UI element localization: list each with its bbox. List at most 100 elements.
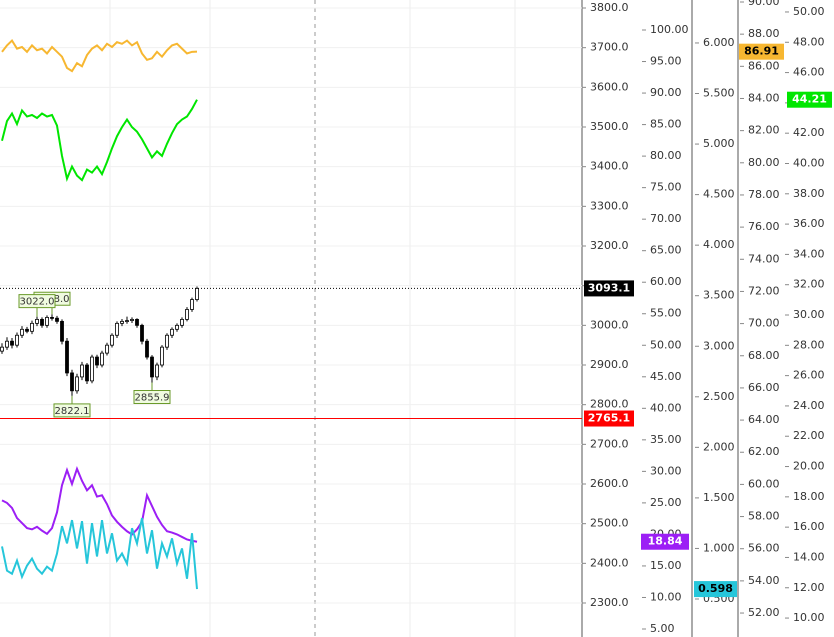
candle-body xyxy=(195,288,199,300)
y-tick-label: 24.00 xyxy=(793,399,825,412)
candle-body xyxy=(180,318,184,326)
price-tag xyxy=(787,91,832,108)
series-line xyxy=(1,99,198,182)
price-tag-label: 18.84 xyxy=(648,535,683,548)
candle-body xyxy=(60,320,64,342)
y-tick-label: 68.00 xyxy=(748,349,780,362)
price-tag xyxy=(584,280,634,297)
y-tick-label: 80.00 xyxy=(650,149,682,162)
y-tick-label: 38.00 xyxy=(793,187,825,200)
candle-body xyxy=(5,340,9,348)
candle-body xyxy=(80,364,84,378)
y-tick-label: 3300.0 xyxy=(590,199,629,212)
price-tag-label: 3093.1 xyxy=(588,281,630,294)
candle-body xyxy=(150,356,154,378)
candle-body xyxy=(155,364,159,378)
candle-body xyxy=(140,324,144,342)
y-tick-label: 10.00 xyxy=(793,611,825,624)
candle-body xyxy=(120,320,124,324)
candle-body xyxy=(40,318,44,326)
y-tick-label: 86.00 xyxy=(748,59,780,72)
annotation: 2822.1 xyxy=(53,395,91,418)
y-tick-label: 78.00 xyxy=(748,188,780,201)
y-tick-label: 4.500 xyxy=(703,188,735,201)
candle-body xyxy=(130,318,134,321)
price-tag xyxy=(641,533,689,550)
candle-body xyxy=(170,328,174,336)
y-tick-label: 3700.0 xyxy=(590,41,629,54)
price-tag-label: 2765.1 xyxy=(588,412,630,425)
y-tick-label: 60.00 xyxy=(748,477,780,490)
candle-body xyxy=(95,356,99,366)
y-tick-label: 2.500 xyxy=(703,390,735,403)
candle-body xyxy=(160,346,164,366)
y-tick-label: 30.00 xyxy=(793,308,825,321)
y-tick-label: 2600.0 xyxy=(590,477,629,490)
candle-body xyxy=(190,299,194,310)
candle-body xyxy=(50,317,54,319)
y-tick-label: 15.00 xyxy=(650,559,682,572)
y-tick-label: 62.00 xyxy=(748,445,780,458)
y-tick-label: 5.500 xyxy=(703,87,735,100)
annotation: 3022.0 xyxy=(18,294,56,317)
candle-body xyxy=(15,334,19,346)
y-tick-label: 6.000 xyxy=(703,36,735,49)
y-tick-label: 3500.0 xyxy=(590,120,629,133)
y-tick-label: 88.00 xyxy=(748,27,780,40)
y-tick-label: 2400.0 xyxy=(590,556,629,569)
candle-body xyxy=(10,340,14,346)
candle-body xyxy=(30,322,34,332)
candle-body xyxy=(20,328,24,336)
y-tick-label: 80.00 xyxy=(748,156,780,169)
y-tick-label: 56.00 xyxy=(748,542,780,555)
candle-body xyxy=(70,372,74,392)
y-tick-label: 84.00 xyxy=(748,91,780,104)
y-tick-label: 75.00 xyxy=(650,181,682,194)
candle-body xyxy=(125,320,129,322)
price-tag-label: 44.21 xyxy=(792,93,827,106)
candle-body xyxy=(65,340,69,374)
y-tick-label: 5.00 xyxy=(650,622,675,635)
y-tick-label: 22.00 xyxy=(793,429,825,442)
y-tick-label: 48.00 xyxy=(793,35,825,48)
candle-body xyxy=(145,340,149,358)
y-tick-label: 26.00 xyxy=(793,369,825,382)
candle-body xyxy=(25,328,29,332)
y-tick-label: 90.00 xyxy=(748,0,780,8)
annotation-label: 2822.1 xyxy=(55,406,90,417)
annotation-label: 2855.9 xyxy=(135,393,170,404)
time-grid xyxy=(109,0,516,637)
y-tick-label: 40.00 xyxy=(650,401,682,414)
y-tick-label: 54.00 xyxy=(748,574,780,587)
y-tick-label: 3800.0 xyxy=(590,1,629,14)
y-tick-label: 2300.0 xyxy=(590,596,629,609)
y-tick-label: 2700.0 xyxy=(590,437,629,450)
y-tick-label: 3.500 xyxy=(703,289,735,302)
series-line xyxy=(1,39,198,73)
y-tick-label: 28.00 xyxy=(793,338,825,351)
y-tick-label: 14.00 xyxy=(793,550,825,563)
y-tick-label: 70.00 xyxy=(748,317,780,330)
y-tick-label: 100.00 xyxy=(650,23,689,36)
y-tick-label: 4.000 xyxy=(703,238,735,251)
y-tick-label: 30.00 xyxy=(650,464,682,477)
y-tick-label: 3.000 xyxy=(703,339,735,352)
candle-body xyxy=(0,346,4,352)
y-tick-label: 50.00 xyxy=(793,5,825,18)
candle-body xyxy=(185,309,189,320)
y-tick-label: 45.00 xyxy=(650,370,682,383)
y-tick-label: 3600.0 xyxy=(590,80,629,93)
y-tick-label: 2900.0 xyxy=(590,358,629,371)
y-tick-label: 65.00 xyxy=(650,244,682,257)
price-tag xyxy=(739,43,784,60)
series-line xyxy=(1,517,198,590)
y-tick-label: 16.00 xyxy=(793,520,825,533)
y-tick-label: 66.00 xyxy=(748,381,780,394)
y-tick-label: 20.00 xyxy=(793,460,825,473)
candle-body xyxy=(75,376,79,392)
y-tick-label: 1.000 xyxy=(703,541,735,554)
y-tick-label: 3200.0 xyxy=(590,239,629,252)
y-tick-label: 52.00 xyxy=(748,606,780,619)
y-tick-label: 25.00 xyxy=(650,496,682,509)
